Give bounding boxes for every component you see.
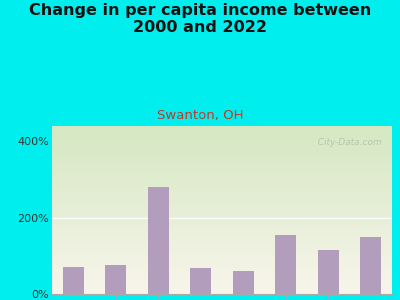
Bar xyxy=(233,271,254,294)
Bar xyxy=(148,187,169,294)
Text: City-Data.com: City-Data.com xyxy=(312,138,382,147)
Bar xyxy=(360,237,381,294)
Text: Change in per capita income between
2000 and 2022: Change in per capita income between 2000… xyxy=(29,3,371,35)
Bar xyxy=(190,268,211,294)
Text: Swanton, OH: Swanton, OH xyxy=(157,110,243,122)
Bar xyxy=(318,250,339,294)
Bar xyxy=(63,266,84,294)
Bar xyxy=(275,235,296,294)
Bar xyxy=(105,266,126,294)
